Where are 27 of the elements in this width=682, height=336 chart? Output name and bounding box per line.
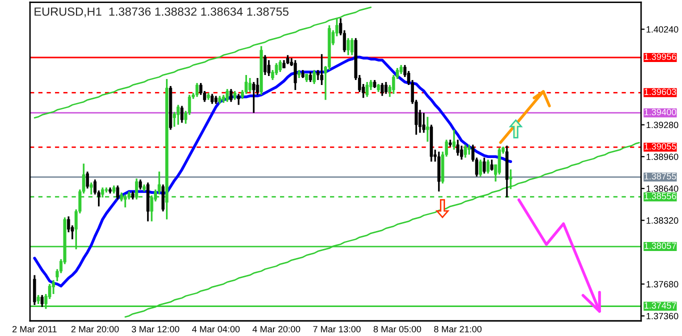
ref-line-label: 1.39400 bbox=[644, 108, 676, 116]
y-tick-label: 1.39280 bbox=[646, 122, 678, 128]
x-tick-label: 8 Mar 21:00 bbox=[434, 326, 482, 332]
y-tick-label: 1.38960 bbox=[646, 154, 678, 160]
ref-line-label: 1.37457 bbox=[644, 302, 676, 309]
ref-line-label: 1.38057 bbox=[644, 242, 676, 249]
x-tick-label: 2 Mar 20:00 bbox=[71, 326, 119, 332]
ref-line-label: 1.38755 bbox=[644, 173, 676, 180]
ref-line-label: 1.39956 bbox=[644, 54, 676, 60]
x-tick-label: 7 Mar 13:00 bbox=[313, 326, 361, 332]
y-tick-label: 1.37360 bbox=[646, 312, 678, 320]
y-tick-label: 1.37680 bbox=[646, 281, 678, 288]
x-tick-label: 2 Mar 2011 bbox=[12, 326, 57, 332]
line-series bbox=[33, 56, 512, 288]
line-series bbox=[34, 6, 372, 119]
chart-title: EURUSD,H1 1.38736 1.38832 1.38634 1.38755 bbox=[34, 7, 288, 18]
y-tick-label: 1.40240 bbox=[646, 26, 678, 33]
x-tick-label: 3 Mar 12:00 bbox=[132, 326, 180, 332]
candlestick bbox=[104, 186, 108, 194]
x-tick-label: 8 Mar 05:00 bbox=[374, 326, 422, 332]
ref-line-label: 1.38556 bbox=[644, 192, 676, 200]
ref-line-label: 1.39055 bbox=[644, 143, 676, 150]
y-tick-label: 1.38320 bbox=[646, 217, 678, 224]
y-tick-label: 1.38640 bbox=[646, 185, 678, 192]
x-tick-label: 4 Mar 20:00 bbox=[252, 326, 300, 332]
x-tick-label: 4 Mar 04:00 bbox=[192, 326, 240, 332]
ref-line-label: 1.39603 bbox=[644, 88, 676, 96]
